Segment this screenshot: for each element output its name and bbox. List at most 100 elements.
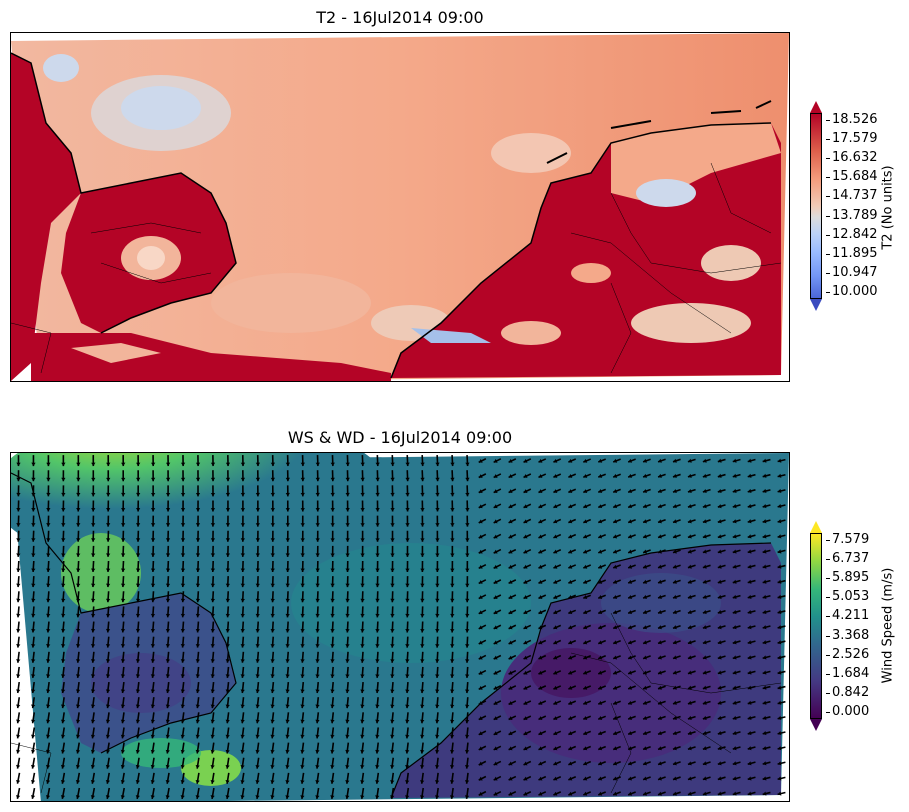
wind-arrow-head bbox=[508, 625, 513, 630]
wind-arrow-head bbox=[255, 734, 260, 739]
wind-arrow-head bbox=[717, 685, 722, 690]
wind-arrow-head bbox=[195, 689, 200, 693]
wind-arrow-head bbox=[105, 795, 110, 799]
wind-arrow-head bbox=[225, 704, 230, 709]
wind-arrow-head bbox=[628, 473, 633, 478]
ws-wind-arrows bbox=[15, 455, 786, 799]
wind-arrow-head bbox=[420, 583, 425, 588]
wind-arrow-head bbox=[449, 780, 455, 784]
wind-arrow-head bbox=[375, 704, 380, 709]
wind-arrow-head bbox=[300, 508, 305, 512]
wind-arrow-head bbox=[285, 689, 290, 693]
wind-arrow-head bbox=[598, 625, 603, 630]
wind-arrow-head bbox=[687, 761, 692, 766]
wind-arrow-head bbox=[405, 734, 410, 739]
wind-arrow-head bbox=[16, 749, 21, 754]
wind-arrow-head bbox=[702, 670, 707, 675]
wind-arrow-head bbox=[508, 640, 513, 645]
wind-arrow-head bbox=[435, 568, 440, 572]
wind-arrow-head bbox=[628, 489, 633, 494]
wind-arrow-head bbox=[165, 598, 171, 603]
wind-arrow-head bbox=[405, 568, 410, 572]
wind-arrow-head bbox=[643, 519, 647, 524]
wind-arrow-head bbox=[210, 764, 215, 769]
wind-arrow-head bbox=[31, 477, 36, 482]
wind-arrow-head bbox=[420, 508, 425, 512]
wind-arrow-head bbox=[60, 689, 66, 693]
wind-arrow-head bbox=[195, 568, 201, 572]
wind-arrow-head bbox=[643, 670, 647, 675]
t2-colorbar-tick: 15.684 bbox=[826, 169, 878, 185]
wind-arrow-head bbox=[777, 549, 782, 554]
wind-arrow-head bbox=[643, 700, 647, 705]
wind-arrow-head bbox=[330, 508, 335, 512]
wind-arrow-head bbox=[105, 613, 111, 618]
ws-colorbar-bottom-arrow bbox=[810, 719, 822, 731]
wind-arrow-head bbox=[420, 749, 425, 754]
wind-arrow-head bbox=[225, 659, 230, 663]
wind-arrow-head bbox=[717, 640, 722, 645]
t2-coastline-uk bbox=[11, 52, 237, 334]
wind-arrow-head bbox=[465, 644, 470, 648]
wind-arrow-head bbox=[180, 568, 186, 572]
wind-arrow-head bbox=[150, 613, 156, 618]
wind-arrow-head bbox=[420, 674, 425, 678]
wind-arrow-head bbox=[180, 659, 185, 663]
wind-arrow-head bbox=[240, 719, 245, 724]
wind-arrow-head bbox=[345, 538, 350, 542]
wind-arrow-head bbox=[450, 462, 455, 467]
wind-arrow-head bbox=[135, 583, 141, 588]
wind-arrow-head bbox=[375, 598, 380, 603]
wind-arrow-head bbox=[658, 640, 662, 645]
wind-arrow-head bbox=[360, 492, 365, 497]
wind-arrow-head bbox=[375, 795, 380, 799]
wind-arrow-head bbox=[390, 538, 395, 542]
wind-arrow-head bbox=[240, 734, 245, 739]
t2-colorbar-tick: 18.526 bbox=[826, 112, 878, 127]
wind-arrow-head bbox=[702, 549, 707, 554]
wind-arrow-head bbox=[435, 749, 440, 754]
wind-arrow-head bbox=[165, 764, 170, 769]
wind-arrow-head bbox=[90, 628, 96, 633]
wind-arrow-head bbox=[702, 534, 707, 539]
wind-arrow-head bbox=[390, 780, 395, 784]
wind-arrow-head bbox=[285, 659, 290, 663]
wind-arrow-head bbox=[538, 549, 543, 554]
wind-arrow-head bbox=[732, 594, 737, 599]
wind-arrow-head bbox=[658, 791, 662, 796]
wind-arrow-head bbox=[553, 791, 558, 796]
wind-arrow-head bbox=[465, 629, 470, 633]
wind-arrow-head bbox=[583, 579, 588, 584]
wind-arrow-head bbox=[658, 458, 662, 463]
wind-arrow-head bbox=[150, 719, 155, 724]
wind-arrow-head bbox=[553, 776, 558, 781]
wind-arrow-head bbox=[628, 776, 633, 781]
wind-arrow-head bbox=[405, 795, 410, 799]
wind-arrow-head bbox=[762, 488, 767, 494]
wind-arrow-head bbox=[568, 519, 573, 524]
wind-arrow-head bbox=[165, 719, 170, 724]
wind-arrow-head bbox=[375, 644, 380, 648]
wind-arrow-head bbox=[613, 579, 618, 584]
wind-arrow-head bbox=[240, 780, 245, 784]
wind-arrow-head bbox=[478, 685, 483, 690]
wind-arrow-head bbox=[75, 734, 81, 739]
wind-arrow-head bbox=[106, 538, 111, 542]
wind-arrow-head bbox=[330, 674, 335, 678]
wind-arrow-head bbox=[702, 731, 707, 736]
wind-arrow-head bbox=[390, 644, 395, 648]
wind-arrow-head bbox=[76, 553, 81, 557]
wind-arrow-head bbox=[165, 583, 171, 588]
wind-arrow-head bbox=[687, 549, 692, 554]
wind-arrow-head bbox=[121, 492, 126, 497]
wind-arrow-head bbox=[568, 595, 573, 599]
wind-arrow-head bbox=[270, 644, 275, 648]
wind-arrow-head bbox=[658, 564, 662, 569]
wind-arrow-head bbox=[120, 749, 126, 754]
wind-arrow-head bbox=[195, 764, 200, 769]
wind-arrow-head bbox=[672, 534, 677, 539]
wind-arrow-head bbox=[583, 594, 588, 599]
wind-arrow-head bbox=[598, 731, 603, 736]
wind-arrow-head bbox=[375, 477, 380, 482]
wind-arrow-head bbox=[598, 473, 603, 478]
